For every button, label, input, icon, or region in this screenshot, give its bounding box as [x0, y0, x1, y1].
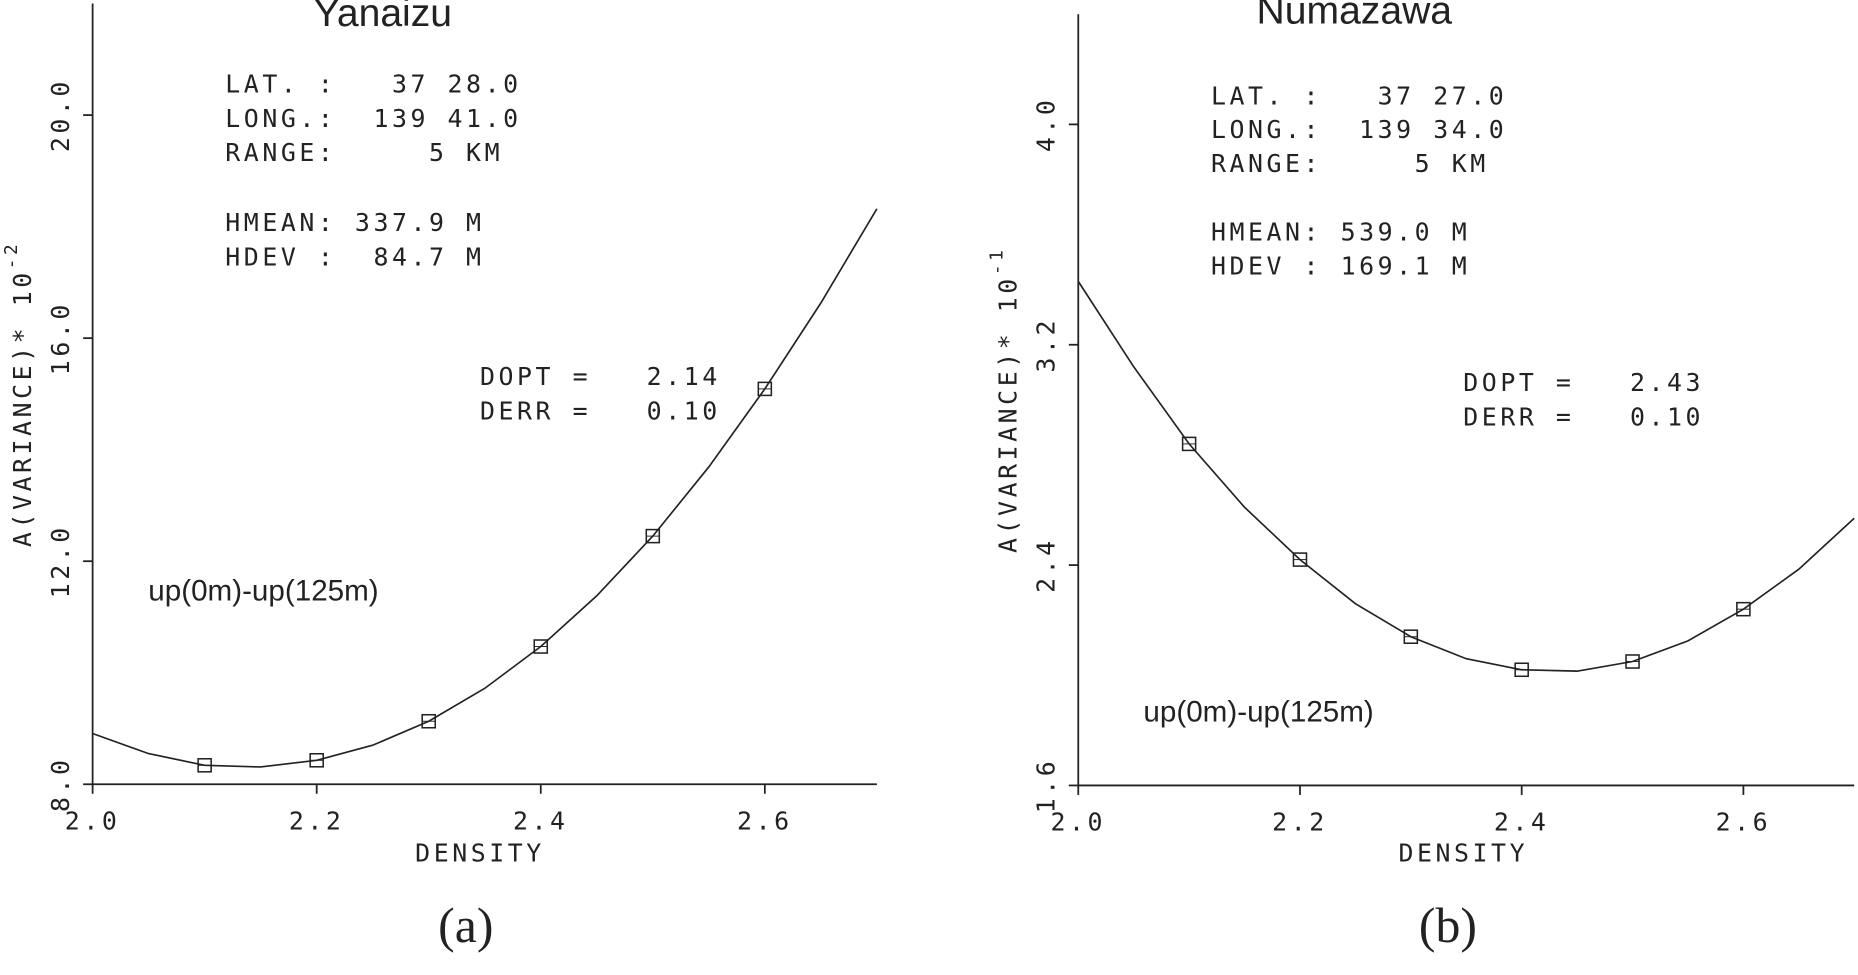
y-tick-label: 16.0: [46, 301, 75, 375]
info-line: RANGE: 5 KM: [225, 138, 503, 167]
x-tick-label: 2.2: [1272, 807, 1328, 836]
x-tick-label: 2.2: [289, 806, 345, 835]
y-tick-label: 1.6: [1032, 758, 1061, 814]
info-line: HDEV : 169.1 M: [1211, 251, 1470, 280]
caption: (b): [1419, 898, 1477, 953]
caption: (a): [438, 898, 493, 953]
chart-title: Yanaizu: [314, 0, 452, 35]
x-axis-label: DENSITY: [1398, 838, 1528, 867]
info-line: RANGE: 5 KM: [1211, 149, 1489, 178]
panel: 2.0 2.2 2.4 2.6 8.0 12.0 16.0 20.0 Yanaizu LAT. :…: [2, 0, 878, 953]
x-tick-label: 2.6: [737, 806, 793, 835]
y-axis-label: A(VARIANCE)* 10-1: [987, 247, 1022, 553]
fit-line: DOPT = 2.14: [480, 362, 721, 391]
fit-line: DERR = 0.10: [480, 396, 721, 425]
annotation: up(0m)-up(125m): [1143, 695, 1373, 728]
fit-line: DOPT = 2.43: [1463, 368, 1704, 397]
info-line: LAT. : 37 28.0: [225, 69, 521, 98]
y-axis-label-exponent: -2: [2, 241, 22, 270]
x-axis-label: DENSITY: [415, 838, 545, 867]
info-line: HMEAN: 539.0 M: [1211, 217, 1470, 246]
info-line: LAT. : 37 27.0: [1211, 81, 1507, 110]
y-tick-label: 4.0: [1032, 97, 1061, 153]
info-line: HDEV : 84.7 M: [225, 242, 484, 271]
x-tick-label: 2.0: [65, 806, 121, 835]
x-tick-label: 2.4: [1494, 807, 1550, 836]
y-tick-label: 2.4: [1032, 537, 1061, 593]
info-line: LONG.: 139 41.0: [225, 104, 521, 133]
y-axis-label-exponent: -1: [987, 247, 1007, 276]
y-axis-label: A(VARIANCE)* 10-2: [2, 241, 37, 547]
info-line: LONG.: 139 34.0: [1211, 115, 1507, 144]
fit-curve: [92, 208, 878, 768]
x-tick-label: 2.6: [1716, 807, 1772, 836]
annotation: up(0m)-up(125m): [148, 575, 378, 608]
y-axis-label-text: A(VARIANCE)* 10: [994, 275, 1023, 553]
y-tick-label: 8.0: [46, 756, 75, 812]
y-axis-label-text: A(VARIANCE)* 10: [8, 269, 37, 547]
fit-line: DERR = 0.10: [1463, 402, 1704, 431]
fit-curve: [1077, 280, 1855, 672]
chart-title: Numazawa: [1257, 0, 1453, 33]
panel: 2.0 2.2 2.4 2.6 1.6 2.4 3.2 4.0 Numazawa LAT. : 3…: [987, 0, 1855, 953]
info-line: HMEAN: 337.9 M: [225, 208, 484, 237]
y-tick-label: 12.0: [46, 524, 75, 598]
x-tick-label: 2.0: [1050, 807, 1106, 836]
y-tick-label: 20.0: [46, 78, 75, 152]
x-tick-label: 2.4: [513, 806, 569, 835]
y-tick-label: 3.2: [1032, 317, 1061, 373]
